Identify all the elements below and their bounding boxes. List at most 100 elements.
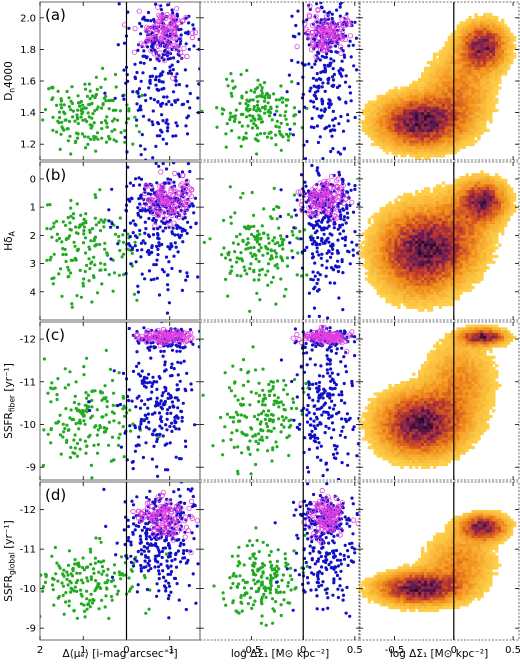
density-cell bbox=[385, 111, 389, 116]
data-point-green bbox=[69, 198, 73, 203]
density-cell bbox=[483, 46, 487, 51]
data-point-magenta bbox=[327, 185, 334, 191]
density-cell bbox=[459, 46, 463, 51]
density-cell bbox=[477, 78, 481, 82]
data-point-blue bbox=[346, 216, 350, 220]
density-cell bbox=[406, 266, 410, 270]
density-cell bbox=[450, 38, 455, 42]
data-point-blue bbox=[184, 278, 188, 282]
density-cell bbox=[480, 49, 484, 54]
density-cell bbox=[435, 206, 440, 211]
density-cell bbox=[480, 103, 484, 107]
data-point-blue bbox=[342, 55, 347, 59]
density-cell bbox=[495, 69, 499, 73]
data-point-green bbox=[122, 252, 126, 256]
density-cell bbox=[388, 97, 392, 101]
density-cell bbox=[385, 140, 389, 144]
density-cell bbox=[424, 83, 428, 87]
density-cell bbox=[441, 145, 446, 149]
density-cell bbox=[492, 32, 496, 37]
density-cell bbox=[429, 246, 434, 250]
density-cell bbox=[424, 246, 428, 250]
density-cell bbox=[373, 134, 377, 138]
density-cell bbox=[486, 83, 490, 87]
data-point-blue bbox=[164, 255, 169, 259]
data-point-blue bbox=[322, 232, 326, 236]
density-cell bbox=[376, 252, 380, 256]
density-cell bbox=[465, 97, 469, 101]
data-point-blue bbox=[313, 285, 317, 289]
density-cell bbox=[492, 100, 496, 104]
density-cell bbox=[495, 27, 499, 31]
density-cell bbox=[376, 249, 380, 253]
data-point-green bbox=[111, 108, 115, 112]
density-cell bbox=[438, 209, 443, 214]
density-cell bbox=[429, 206, 434, 211]
density-cell bbox=[364, 260, 369, 264]
data-point-green bbox=[220, 253, 224, 257]
data-point-green bbox=[59, 99, 64, 103]
density-cell bbox=[364, 103, 369, 107]
density-cell bbox=[382, 266, 386, 270]
data-point-blue bbox=[214, 69, 217, 72]
density-cell bbox=[435, 257, 440, 261]
density-cell bbox=[453, 52, 457, 56]
density-cell bbox=[421, 215, 425, 219]
density-cell bbox=[397, 229, 401, 233]
data-point-blue bbox=[313, 62, 317, 66]
density-cell bbox=[432, 94, 437, 99]
data-point-blue bbox=[314, 220, 318, 224]
density-cell bbox=[465, 75, 469, 79]
density-cell bbox=[453, 72, 457, 76]
density-cell bbox=[400, 223, 404, 228]
density-cell bbox=[397, 212, 401, 216]
data-point-blue bbox=[142, 61, 146, 65]
density-cell bbox=[370, 229, 375, 233]
density-cell bbox=[477, 131, 481, 135]
data-point-green bbox=[262, 231, 266, 235]
density-cell bbox=[409, 283, 413, 287]
data-point-blue bbox=[318, 58, 322, 62]
density-cell bbox=[406, 109, 410, 113]
density-cell bbox=[385, 151, 389, 155]
data-point-blue bbox=[160, 268, 165, 272]
density-cell bbox=[412, 232, 416, 236]
data-point-blue bbox=[155, 276, 159, 280]
data-point-green bbox=[284, 110, 288, 114]
density-cell bbox=[424, 288, 428, 293]
data-point-blue bbox=[325, 52, 329, 56]
density-cell bbox=[468, 100, 472, 104]
data-point-green bbox=[275, 105, 279, 109]
data-point-blue bbox=[340, 223, 345, 227]
data-point-blue bbox=[149, 278, 153, 282]
density-cell bbox=[426, 285, 431, 290]
density-cell bbox=[418, 280, 422, 284]
density-cell bbox=[438, 269, 443, 273]
density-cell bbox=[367, 226, 372, 230]
density-cell bbox=[388, 252, 392, 256]
density-cell bbox=[394, 232, 398, 236]
density-cell bbox=[444, 78, 449, 82]
density-cell bbox=[492, 106, 496, 110]
density-cell bbox=[400, 274, 404, 278]
density-cell bbox=[415, 223, 419, 228]
density-cell bbox=[474, 13, 478, 17]
density-cell bbox=[495, 30, 499, 34]
data-point-green bbox=[91, 274, 96, 278]
density-cell bbox=[403, 103, 407, 107]
data-point-magenta bbox=[143, 182, 149, 188]
density-cell bbox=[486, 52, 490, 56]
density-cell bbox=[400, 246, 404, 250]
data-point-green bbox=[246, 224, 250, 228]
density-cell bbox=[474, 128, 478, 133]
density-cell bbox=[495, 86, 499, 90]
density-cell bbox=[450, 78, 455, 82]
density-cell bbox=[418, 142, 422, 147]
density-cell bbox=[367, 109, 372, 113]
data-point-blue bbox=[299, 237, 303, 241]
density-cell bbox=[426, 103, 431, 107]
data-point-blue bbox=[147, 269, 152, 273]
density-cell bbox=[400, 249, 404, 253]
density-cell bbox=[477, 32, 481, 37]
density-cell bbox=[403, 106, 407, 110]
